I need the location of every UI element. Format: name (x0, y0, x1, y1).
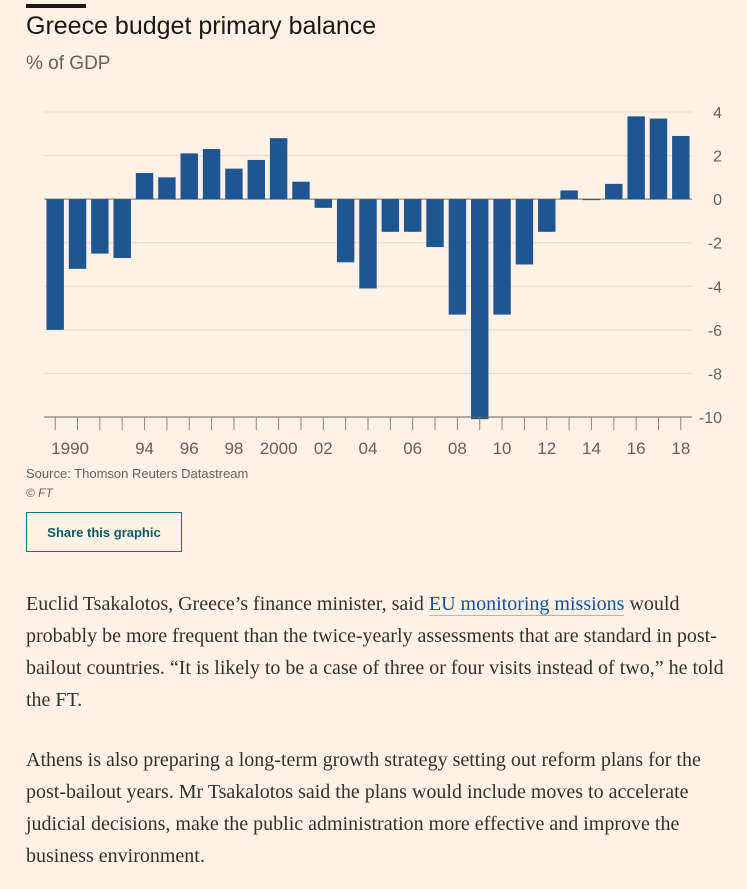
bar-1996 (180, 153, 198, 200)
x-tick-label: 94 (135, 439, 154, 458)
article-paragraph-2: Athens is also preparing a long-term gro… (26, 749, 701, 867)
bar-2017 (649, 118, 668, 200)
eu-monitoring-missions-link[interactable]: EU monitoring missions (428, 593, 625, 616)
y-tick-label: -10 (699, 410, 722, 427)
share-button-label: Share this graphic (47, 524, 161, 540)
x-tick-label: 96 (180, 439, 199, 458)
x-tick-label: 18 (671, 439, 690, 458)
source-note: Source: Thomson Reuters Datastream (26, 466, 249, 481)
bar-2009 (471, 199, 489, 420)
bar-2016 (627, 116, 645, 200)
y-tick-label: -8 (708, 366, 722, 383)
x-tick-label: 98 (224, 439, 243, 458)
x-tick-label: 06 (403, 439, 422, 458)
bar-2005 (381, 199, 400, 232)
bar-1991 (68, 199, 87, 269)
bar-2011 (515, 199, 534, 265)
article-paragraph-1: Euclid Tsakalotos, Greece’s finance mini… (26, 588, 726, 716)
bar-1997 (202, 149, 221, 200)
x-tick-label: 10 (493, 439, 512, 458)
y-tick-label: -6 (708, 323, 722, 340)
chart-subtitle: % of GDP (26, 53, 111, 74)
bar-1993 (113, 199, 131, 258)
x-tick-label: 04 (359, 439, 378, 458)
x-tick-label: 02 (314, 439, 333, 458)
bar-2018 (672, 135, 690, 200)
bar-2013 (560, 190, 578, 200)
x-tick-label: 08 (448, 439, 467, 458)
bar-2012 (538, 199, 556, 232)
x-tick-label: 1990 (51, 439, 89, 458)
y-tick-label: 2 (713, 149, 722, 166)
bar-2010 (493, 199, 511, 315)
bar-2014 (582, 199, 601, 201)
bar-2007 (426, 199, 444, 248)
x-tick-label: 12 (537, 439, 556, 458)
bar-2006 (403, 199, 422, 232)
paragraph-1-lead: Euclid Tsakalotos, Greece’s finance mini… (26, 593, 429, 615)
bar-chart: 4 2 0 -2 -4 -6 -8 -10 1990 94 96 98 2000 02 04 06 08 10 12… (44, 105, 722, 458)
bar-1995 (158, 177, 176, 200)
x-tick-label: 2000 (260, 439, 298, 458)
bar-2001 (292, 181, 310, 200)
bar-1998 (225, 168, 243, 200)
share-graphic-button[interactable]: Share this graphic (26, 512, 182, 552)
bar-2004 (359, 199, 377, 289)
y-tick-label: -4 (708, 279, 722, 296)
y-tick-label: 4 (713, 105, 722, 122)
bar-2003 (336, 199, 355, 263)
y-tick-label: 0 (713, 192, 722, 209)
title-rule (26, 4, 86, 8)
paragraph-1-rest: would probably be more frequent than the… (26, 593, 724, 711)
bar-1992 (91, 199, 109, 254)
chart-title: Greece budget primary balance (26, 12, 377, 40)
x-tick-label: 14 (582, 439, 601, 458)
bar-2000 (269, 138, 288, 200)
bar-2015 (605, 183, 623, 200)
x-tick-label: 16 (627, 439, 646, 458)
bar-1994 (135, 173, 154, 200)
copyright-note: © FT (26, 486, 53, 500)
bar-1990 (46, 199, 64, 330)
bar-2008 (448, 199, 467, 315)
y-tick-label: -2 (708, 236, 722, 253)
bar-2002 (314, 199, 333, 208)
bar-1999 (247, 159, 265, 200)
